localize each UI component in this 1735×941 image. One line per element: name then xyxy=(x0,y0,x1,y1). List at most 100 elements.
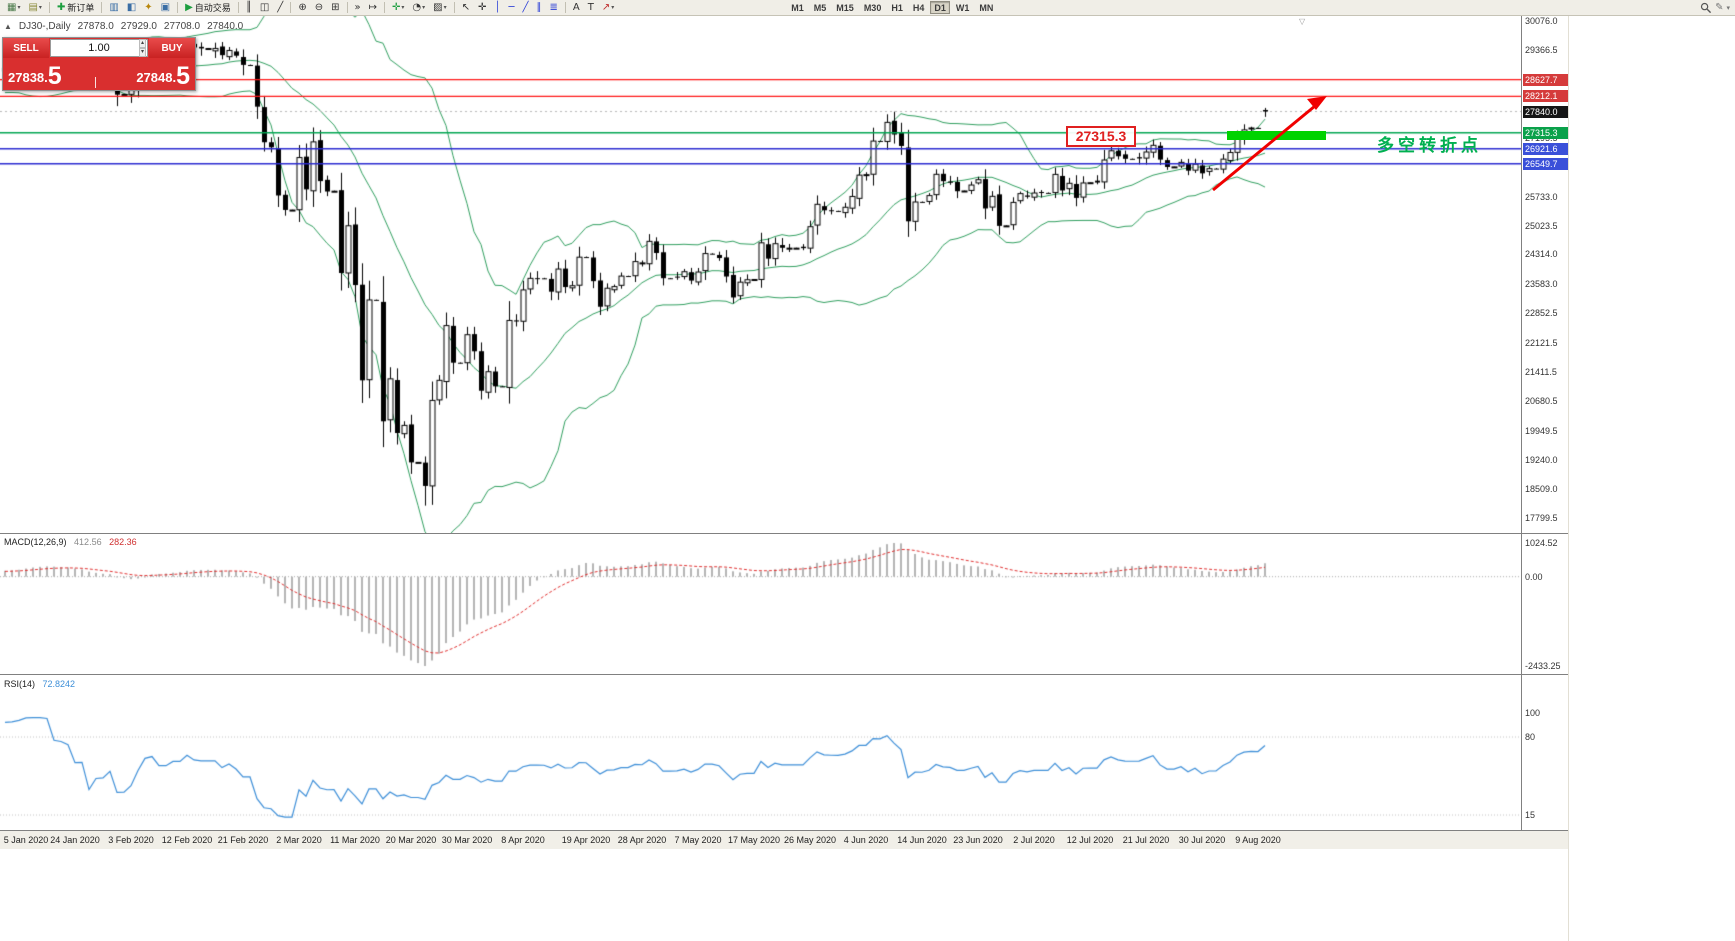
price-badge: 28212.1 xyxy=(1523,90,1568,103)
toolbar: ▦ ▾ ▤ ▾ ✚ 新订单 ▥ ◧ ✦ ▣ ▶ 自动交易 ║ ◫ ╱ ⊕ ⊖ ⊞» ↦ ✛ ▾ ◔ ▾ ▨ ▾ ↖ ✛ │ ─ ╱ ∥ ≣ A T… xyxy=(0,0,1735,16)
templates-button[interactable]: ▨ ▾ xyxy=(430,1,449,15)
data-window-icon: ◧ xyxy=(126,2,137,13)
volume-field[interactable]: 1.00 ▴ ▾ xyxy=(50,39,148,57)
timeframe-button-D1[interactable]: D1 xyxy=(930,1,950,14)
autotrading-icon: ▶ xyxy=(185,2,193,13)
volume-down-icon[interactable]: ▾ xyxy=(138,48,146,57)
indicators-icon: ✛ xyxy=(392,2,401,13)
support-zone-highlight[interactable] xyxy=(1227,131,1326,140)
navigator-button[interactable]: ✦ xyxy=(141,1,155,15)
auto-scroll-button[interactable]: » xyxy=(352,1,364,15)
price-tick: 25733.0 xyxy=(1525,191,1558,202)
support-price-callout[interactable]: 27315.3 xyxy=(1066,126,1136,147)
timeframe-button-W1[interactable]: W1 xyxy=(952,1,974,14)
sell-price[interactable]: 27838. 5 xyxy=(8,64,92,89)
arrows-button[interactable]: ↗ ▾ xyxy=(599,1,617,15)
trendline-button[interactable]: ╱ xyxy=(519,1,531,15)
time-tick: 19 Apr 2020 xyxy=(561,835,611,845)
symbol-period-label: DJ30-,Daily xyxy=(18,21,71,32)
timeframe-button-H1[interactable]: H1 xyxy=(887,1,907,14)
macd-canvas[interactable] xyxy=(0,535,1521,674)
rsi-axis: 100 80 15 xyxy=(1522,676,1568,830)
time-axis[interactable]: 5 Jan 2020 24 Jan 2020 3 Feb 2020 12 Feb 20… xyxy=(0,830,1568,849)
data-window-button[interactable]: ◧ xyxy=(124,1,139,15)
volume-up-icon[interactable]: ▴ xyxy=(138,39,146,48)
new-order-button[interactable]: ✚ 新订单 xyxy=(54,1,97,15)
vertical-line-button[interactable]: │ xyxy=(491,1,503,15)
autotrading-button[interactable]: ▶ 自动交易 xyxy=(182,1,234,15)
workspace-empty-area xyxy=(1568,16,1735,941)
macd-panel-separator[interactable] xyxy=(0,533,1568,534)
periods-button[interactable]: ◔ ▾ xyxy=(409,1,428,15)
vertical-line-icon: │ xyxy=(494,2,501,13)
text-button[interactable]: A xyxy=(570,1,583,15)
indicators-button[interactable]: ✛ ▾ xyxy=(389,1,407,15)
open-value: 27878.0 xyxy=(77,21,114,32)
metaeditor-icon[interactable]: ✎ xyxy=(1715,2,1724,13)
toolbar-separator xyxy=(237,2,239,13)
new-chart-button[interactable]: ▦ ▾ xyxy=(4,1,23,15)
profiles-icon: ▤ xyxy=(28,2,38,13)
macd-zero-tick: 0.00 xyxy=(1525,571,1543,582)
buy-button[interactable]: BUY xyxy=(149,38,195,58)
low-value: 27708.0 xyxy=(163,21,201,32)
timeframe-button-M1[interactable]: M1 xyxy=(787,1,808,14)
price-tick: 17799.5 xyxy=(1525,512,1558,523)
chart-shift-marker[interactable]: ▽ xyxy=(1299,17,1306,26)
timeframe-button-MN[interactable]: MN xyxy=(975,1,997,14)
chart-shift-button[interactable]: ↦ xyxy=(366,1,380,15)
volume-value: 1.00 xyxy=(88,42,110,54)
chevron-down-icon: ▾ xyxy=(38,5,42,11)
autotrading-label: 自动交易 xyxy=(194,4,231,14)
timeframe-button-M5[interactable]: M5 xyxy=(810,1,831,14)
price-tick: 24314.0 xyxy=(1525,249,1558,260)
timeframe-button-H4[interactable]: H4 xyxy=(909,1,929,14)
macd-label: MACD(12,26,9) 412.56 282.36 xyxy=(4,537,137,547)
timeframe-button-M30[interactable]: M30 xyxy=(860,1,886,14)
market-watch-button[interactable]: ▥ xyxy=(106,1,121,15)
close-value: 27840.0 xyxy=(207,21,244,32)
toolbar-options-icon[interactable]: ▾ xyxy=(1726,4,1730,12)
crosshair-button[interactable]: ✛ xyxy=(475,1,489,15)
bar-chart-button[interactable]: ║ xyxy=(243,1,255,15)
candle-chart-button[interactable]: ◫ xyxy=(257,1,272,15)
chart-shift-icon: ↦ xyxy=(368,2,378,13)
zoom-in-button[interactable]: ⊕ xyxy=(295,1,309,15)
zoom-out-button[interactable]: ⊖ xyxy=(312,1,326,15)
rsi-100-tick: 100 xyxy=(1525,708,1541,718)
price-axis[interactable]: 30076.029366.527195.525733.025023.524314… xyxy=(1522,16,1568,533)
main-chart-canvas[interactable] xyxy=(0,16,1521,533)
search-icon[interactable] xyxy=(1700,2,1712,14)
label-button[interactable]: T xyxy=(585,1,597,15)
rsi-panel-separator[interactable] xyxy=(0,674,1568,675)
time-tick: 17 May 2020 xyxy=(727,835,781,845)
profiles-button[interactable]: ▤ ▾ xyxy=(25,1,44,15)
price-tick: 21411.5 xyxy=(1525,366,1557,377)
zoom-in-icon: ⊕ xyxy=(298,2,307,13)
chevron-down-icon: ▾ xyxy=(611,5,615,11)
channel-button[interactable]: ∥ xyxy=(534,1,545,15)
panel-collapse-arrow[interactable]: ▲ xyxy=(4,22,12,31)
rsi-canvas[interactable] xyxy=(0,676,1521,830)
time-tick: 30 Jul 2020 xyxy=(1178,835,1226,845)
macd-max-tick: 1024.52 xyxy=(1525,538,1558,548)
macd-name: MACD(12,26,9) xyxy=(4,537,67,547)
tile-windows-button[interactable]: ⊞ xyxy=(328,1,342,15)
terminal-button[interactable]: ▣ xyxy=(158,1,173,15)
price-tick: 29366.5 xyxy=(1525,44,1558,55)
text-icon: A xyxy=(572,2,580,13)
time-tick: 30 Mar 2020 xyxy=(441,835,493,845)
rsi-name: RSI(14) xyxy=(4,679,36,689)
buy-price[interactable]: 27848. 5 xyxy=(106,64,190,89)
sell-button[interactable]: SELL xyxy=(3,38,49,58)
time-tick: 21 Feb 2020 xyxy=(217,835,269,845)
fibonacci-button[interactable]: ≣ xyxy=(547,1,561,15)
cursor-button[interactable]: ↖ xyxy=(459,1,473,15)
time-tick: 3 Feb 2020 xyxy=(108,835,154,845)
time-tick: 14 Jun 2020 xyxy=(897,835,947,845)
market-watch-icon: ▥ xyxy=(109,2,119,13)
horizontal-line-button[interactable]: ─ xyxy=(505,1,517,15)
timeframe-button-M15[interactable]: M15 xyxy=(832,1,858,14)
turning-point-label[interactable]: 多空转折点 xyxy=(1377,136,1482,156)
line-chart-button[interactable]: ╱ xyxy=(274,1,286,15)
